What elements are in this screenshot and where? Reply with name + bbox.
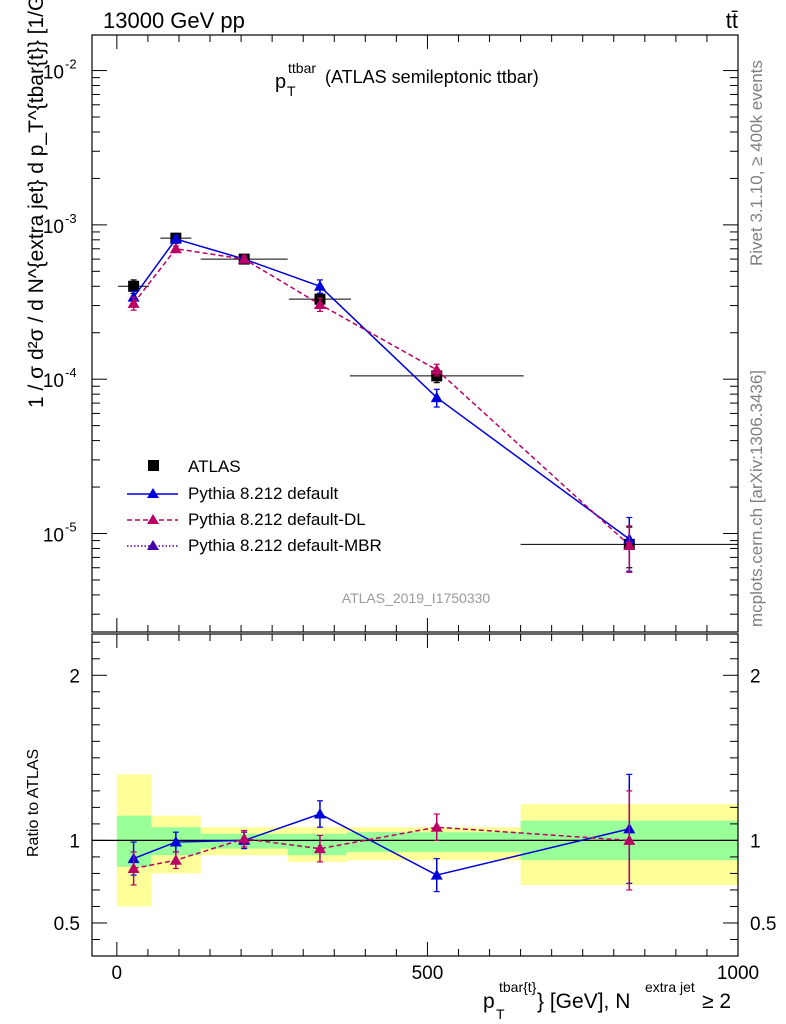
plot-title-sub: T <box>287 83 296 99</box>
legend-atlas-marker <box>148 460 159 471</box>
pythia-default-line <box>133 238 630 540</box>
ratio-pythia-dl-point <box>430 821 443 832</box>
ratio-pythia-dl-point <box>313 842 326 854</box>
legend-atlas-label: ATLAS <box>188 457 241 476</box>
ratio-plot-frame <box>91 633 739 957</box>
ratio-y-tick-label: 1 <box>69 831 80 852</box>
energy-label: 13000 GeV pp <box>103 8 245 33</box>
main-y-tick-exponent: -3 <box>65 211 77 226</box>
x-label-sup: tbar{t} <box>499 979 537 995</box>
ratio-y-tick-label: 0.5 <box>54 914 80 935</box>
ratio-pythia-default-point <box>430 869 443 880</box>
pythia-default-point <box>169 232 182 244</box>
plot-title-sup: ttbar <box>288 60 316 76</box>
pythia-default-point <box>313 280 326 291</box>
x-label-sup2: extra jet <box>645 979 695 995</box>
main-y-tick-exponent: -2 <box>65 57 77 72</box>
legend-mbr-marker <box>147 540 159 550</box>
pythia-dl-point <box>169 242 182 254</box>
ratio-y-label: Ratio to ATLAS <box>25 749 42 857</box>
ratio-pythia-default-line <box>133 813 630 876</box>
plot-title: p <box>275 71 286 93</box>
pythia-dl-point <box>238 253 251 264</box>
x-tick-label: 1000 <box>717 963 759 984</box>
main-y-label: 1 / σ d²σ / d N^{extra jet} d p_T^{tbar{… <box>25 0 48 408</box>
x-label-p: p <box>483 990 495 1013</box>
rivet-label: Rivet 3.1.10, ≥ 400k events <box>747 60 766 266</box>
legend: ATLAS Pythia 8.212 default Pythia 8.212 … <box>127 457 382 555</box>
pythia-dl-point <box>127 297 140 308</box>
ratio-pythia-dl-line <box>133 826 630 870</box>
x-label-mid: } [GeV], N <box>537 990 630 1013</box>
ratio-y-tick-label-right: 2 <box>750 666 761 687</box>
legend-mbr-label: Pythia 8.212 default-MBR <box>188 536 382 555</box>
ratio-y-tick-label: 2 <box>69 666 80 687</box>
atlas-point <box>128 280 140 292</box>
x-label-sub: T <box>496 1006 505 1022</box>
main-y-tick-label: 10 <box>43 63 64 84</box>
ratio-pythia-dl-point <box>127 862 140 873</box>
x-tick-label: 500 <box>412 963 444 984</box>
main-y-tick-label: 10 <box>43 526 64 547</box>
pythia-dl-line <box>133 247 630 546</box>
main-y-tick-label: 10 <box>43 217 64 238</box>
ratio-pythia-dl-point <box>623 834 636 845</box>
legend-default-marker <box>147 488 159 498</box>
plot-title-rest: (ATLAS semileptonic ttbar) <box>325 67 539 87</box>
legend-dl-marker <box>147 514 159 524</box>
ratio-pythia-default-point <box>313 807 326 819</box>
analysis-watermark: ATLAS_2019_I1750330 <box>342 590 491 606</box>
main-y-tick-label: 10 <box>43 371 64 392</box>
main-plot-frame <box>91 34 739 633</box>
ratio-pythia-dl-point <box>169 854 182 865</box>
main-y-tick-exponent: -5 <box>65 520 77 535</box>
legend-default-label: Pythia 8.212 default <box>188 484 339 503</box>
pythia-dl-point <box>313 298 326 309</box>
process-label: tt̄ <box>726 8 738 33</box>
pythia-dl-point <box>623 539 636 550</box>
legend-dl-label: Pythia 8.212 default-DL <box>188 510 366 529</box>
ratio-pythia-default-point <box>169 836 182 847</box>
x-axis-label: p T tbar{t} } [GeV], N extra jet ≥ 2 <box>483 979 731 1022</box>
pythia-default-point <box>430 391 443 403</box>
ratio-pythia-dl-point <box>238 832 251 844</box>
ratio-y-tick-label-right: 1 <box>750 831 761 852</box>
mcplots-label: mcplots.cern.ch [arXiv:1306.3436] <box>747 370 766 627</box>
pythia-default-point <box>127 291 140 302</box>
x-tick-label: 0 <box>112 963 123 984</box>
x-label-tail: ≥ 2 <box>702 990 731 1013</box>
ratio-band-inner <box>287 833 347 856</box>
main-y-tick-exponent: -4 <box>65 365 77 380</box>
ratio-band-inner <box>346 832 521 852</box>
ratio-y-tick-label-right: 0.5 <box>750 914 776 935</box>
pythia-dl-point <box>430 363 443 375</box>
